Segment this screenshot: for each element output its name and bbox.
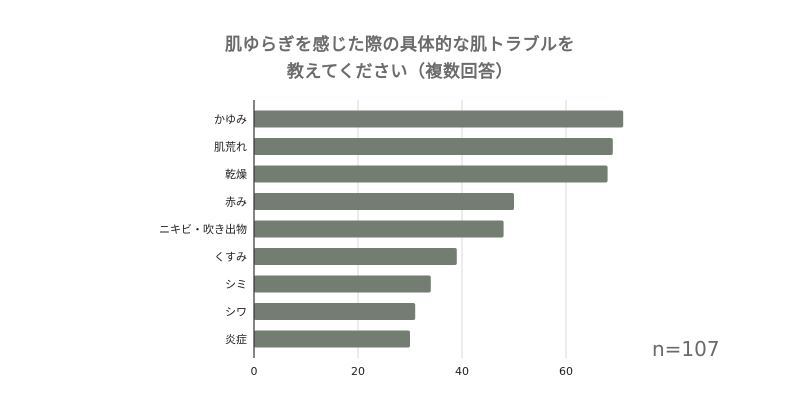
x-tick-label: 20 xyxy=(351,365,365,378)
category-label: かゆみ xyxy=(214,113,247,126)
bar xyxy=(254,165,608,183)
bar xyxy=(254,110,624,128)
bar xyxy=(254,248,457,265)
category-label: シミ xyxy=(225,278,247,291)
category-label: 赤み xyxy=(225,196,247,209)
bar xyxy=(254,220,504,238)
sample-size-label: n=107 xyxy=(652,337,720,361)
bar xyxy=(254,193,514,210)
category-label: 炎症 xyxy=(225,332,247,346)
category-label: ニキビ・吹き出物 xyxy=(159,222,247,236)
category-label: 肌荒れ xyxy=(214,141,247,154)
bar xyxy=(254,303,416,320)
category-label: くすみ xyxy=(214,251,247,264)
x-tick-label: 60 xyxy=(559,365,573,378)
category-label: シワ xyxy=(225,306,247,319)
chart-title-line-1: 肌ゆらぎを感じた際の具体的な肌トラブルを xyxy=(225,35,575,55)
category-label: 乾燥 xyxy=(225,168,247,181)
bar xyxy=(254,330,410,348)
x-tick-label: 40 xyxy=(455,365,469,378)
bar xyxy=(254,138,613,155)
x-tick-label: 0 xyxy=(251,365,258,378)
chart-title-line-2: 教えてください（複数回答） xyxy=(286,62,514,82)
bar xyxy=(254,275,431,293)
